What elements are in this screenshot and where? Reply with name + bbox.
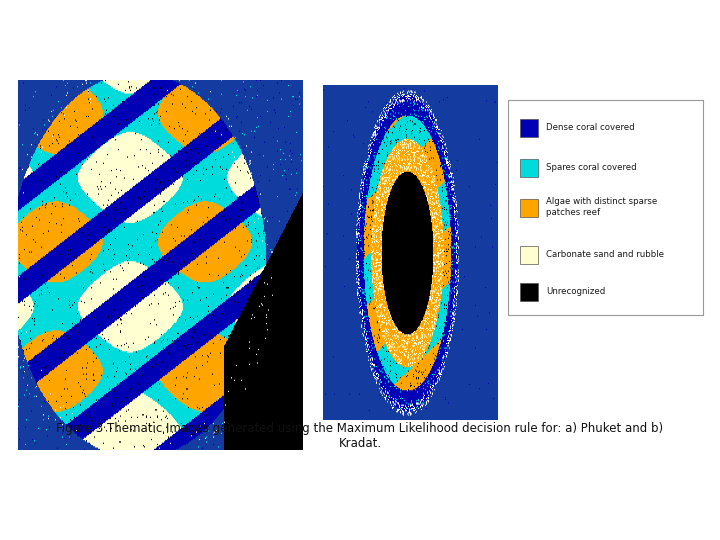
Bar: [520, 119, 538, 137]
Bar: [520, 246, 538, 264]
Text: Unrecognized: Unrecognized: [546, 287, 606, 295]
Text: 2006: 2006: [607, 479, 657, 497]
Text: Algae with distinct sparse
patches reef: Algae with distinct sparse patches reef: [546, 198, 657, 217]
Text: Carbonate sand and rubble: Carbonate sand and rubble: [546, 249, 664, 259]
Bar: [520, 159, 538, 177]
Bar: [520, 283, 538, 301]
Bar: [508, 100, 703, 315]
Text: 22: 22: [622, 509, 645, 526]
Text: Figure 3 Thematic Images generated using the Maximum Likelihood decision rule fo: Figure 3 Thematic Images generated using…: [56, 422, 664, 450]
Text: Coral reef classification of remotely sensed data: Coral reef classification of remotely se…: [119, 16, 555, 34]
Text: Dense coral covered: Dense coral covered: [546, 123, 634, 132]
Text: Wongprayoon et al.: Wongprayoon et al.: [500, 481, 655, 496]
Bar: [520, 199, 538, 217]
Text: Spares coral covered: Spares coral covered: [546, 163, 636, 172]
